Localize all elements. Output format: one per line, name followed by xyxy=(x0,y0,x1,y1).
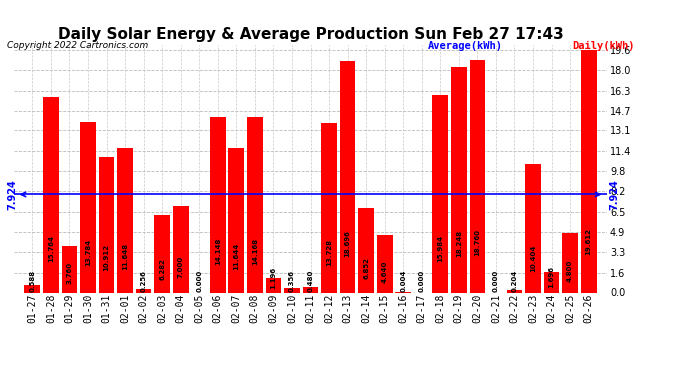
Text: Average(kWh): Average(kWh) xyxy=(428,41,503,51)
Text: 18.760: 18.760 xyxy=(475,230,480,256)
Bar xyxy=(321,123,337,292)
Text: Daily(kWh): Daily(kWh) xyxy=(573,41,635,51)
Text: 19.612: 19.612 xyxy=(586,228,591,255)
Bar xyxy=(339,61,355,292)
Bar xyxy=(228,148,244,292)
Text: 15.984: 15.984 xyxy=(437,234,443,262)
Text: 0.204: 0.204 xyxy=(511,269,518,291)
Bar xyxy=(266,278,282,292)
Bar xyxy=(117,148,133,292)
Text: 4.640: 4.640 xyxy=(382,260,388,283)
Bar xyxy=(506,290,522,292)
Text: 0.000: 0.000 xyxy=(196,269,202,291)
Bar xyxy=(303,286,318,292)
Text: 6.852: 6.852 xyxy=(363,256,369,279)
Text: 14.148: 14.148 xyxy=(215,238,221,265)
Title: Daily Solar Energy & Average Production Sun Feb 27 17:43: Daily Solar Energy & Average Production … xyxy=(58,27,563,42)
Text: 10.912: 10.912 xyxy=(104,244,110,271)
Text: 10.404: 10.404 xyxy=(530,244,536,272)
Bar xyxy=(43,98,59,292)
Bar xyxy=(581,50,597,292)
Bar xyxy=(525,164,541,292)
Bar xyxy=(544,272,560,292)
Bar xyxy=(358,208,374,292)
Text: 13.784: 13.784 xyxy=(85,238,91,266)
Bar xyxy=(61,246,77,292)
Bar xyxy=(284,288,300,292)
Bar xyxy=(469,60,485,292)
Bar xyxy=(24,285,40,292)
Bar xyxy=(155,215,170,292)
Text: 0.588: 0.588 xyxy=(30,269,35,291)
Text: 4.800: 4.800 xyxy=(567,260,573,282)
Text: 7.924: 7.924 xyxy=(609,179,619,210)
Text: 0.256: 0.256 xyxy=(141,270,146,291)
Bar xyxy=(562,233,578,292)
Text: 18.248: 18.248 xyxy=(456,230,462,257)
Bar xyxy=(172,206,188,292)
Bar xyxy=(136,290,152,292)
Text: 7.924: 7.924 xyxy=(7,179,17,210)
Text: 0.004: 0.004 xyxy=(400,269,406,291)
Text: 1.696: 1.696 xyxy=(549,266,555,288)
Text: 14.168: 14.168 xyxy=(252,238,258,265)
Bar xyxy=(210,117,226,292)
Text: 11.648: 11.648 xyxy=(122,243,128,270)
Text: Copyright 2022 Cartronics.com: Copyright 2022 Cartronics.com xyxy=(7,41,148,50)
Bar xyxy=(247,117,263,292)
Text: 0.000: 0.000 xyxy=(493,269,499,291)
Bar xyxy=(433,95,448,292)
Bar xyxy=(377,235,393,292)
Text: 6.282: 6.282 xyxy=(159,258,165,280)
Text: 18.696: 18.696 xyxy=(344,230,351,256)
Text: 15.764: 15.764 xyxy=(48,235,54,262)
Bar xyxy=(80,122,96,292)
Text: 0.000: 0.000 xyxy=(419,269,425,291)
Text: 11.644: 11.644 xyxy=(233,242,239,270)
Text: 0.480: 0.480 xyxy=(308,269,313,291)
Bar xyxy=(451,67,466,292)
Text: 0.356: 0.356 xyxy=(289,270,295,291)
Text: 3.760: 3.760 xyxy=(66,262,72,284)
Bar xyxy=(99,158,115,292)
Text: 7.000: 7.000 xyxy=(178,256,184,278)
Text: 1.196: 1.196 xyxy=(270,267,277,289)
Text: 13.728: 13.728 xyxy=(326,239,332,266)
